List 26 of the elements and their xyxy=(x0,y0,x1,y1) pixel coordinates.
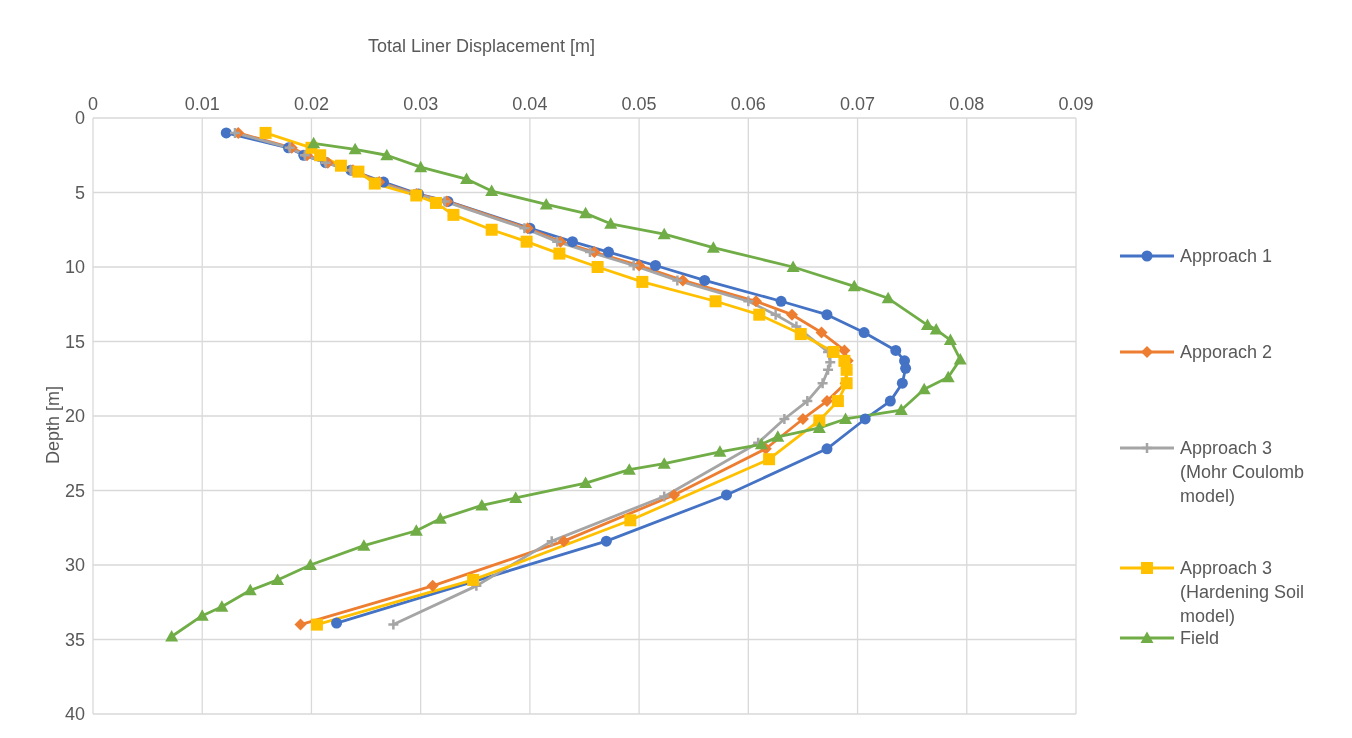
legend-label: Apporach 2 xyxy=(1180,341,1274,364)
x-tick-label: 0.04 xyxy=(512,94,548,114)
legend-label: Approach 1 xyxy=(1180,245,1274,268)
y-tick-label: 10 xyxy=(64,257,85,278)
y-tick-label: 15 xyxy=(64,331,85,352)
x-tick-label: 0.08 xyxy=(949,94,985,114)
x-tick-label: 0.07 xyxy=(840,94,876,114)
y-axis-title: Depth [m] xyxy=(42,385,64,465)
y-tick-label: 35 xyxy=(64,629,85,650)
legend-label: Field xyxy=(1180,627,1220,650)
y-tick-label: 20 xyxy=(64,406,85,427)
y-tick-label: 40 xyxy=(64,704,85,725)
x-axis-title: Total Liner Displacement [m] xyxy=(368,36,596,57)
y-tick-label: 25 xyxy=(64,480,85,501)
y-tick-label: 0 xyxy=(74,108,85,129)
x-tick-label: 0.03 xyxy=(403,94,439,114)
x-tick-label: 0.05 xyxy=(621,94,657,114)
y-tick-label: 5 xyxy=(74,182,85,203)
x-tick-label: 0.01 xyxy=(184,94,220,114)
legend-label: Approach 3 (Hardening Soil model) xyxy=(1180,557,1306,628)
x-tick-label: 0 xyxy=(87,94,99,114)
y-tick-label: 30 xyxy=(64,555,85,576)
x-tick-label: 0.06 xyxy=(730,94,766,114)
x-tick-label: 0.09 xyxy=(1058,94,1094,114)
x-tick-label: 0.02 xyxy=(293,94,329,114)
legend-label: Approach 3 (Mohr Coulomb model) xyxy=(1180,437,1306,508)
